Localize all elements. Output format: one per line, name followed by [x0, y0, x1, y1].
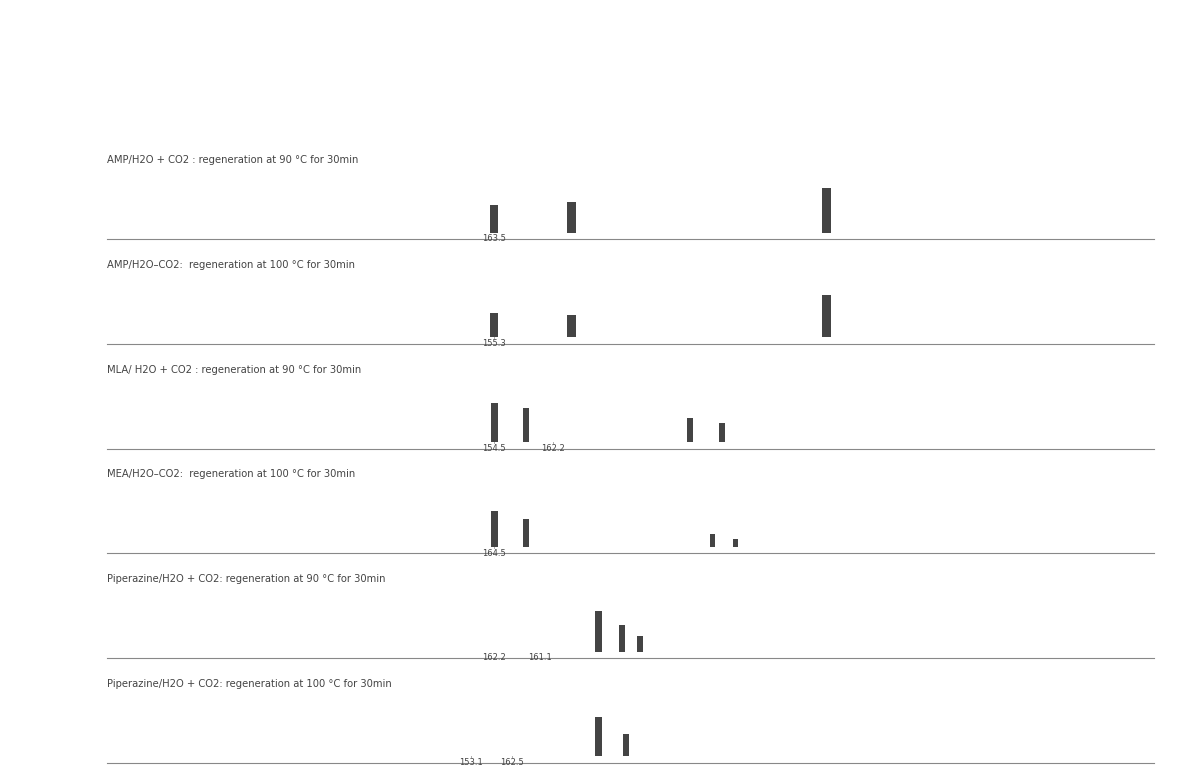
Text: 162.2: 162.2: [482, 653, 506, 663]
Bar: [522, 519, 530, 547]
Text: Piperazine/H2O + CO2: regeneration at 90 °C for 30min: Piperazine/H2O + CO2: regeneration at 90…: [107, 574, 386, 584]
Bar: [595, 717, 602, 757]
Text: MEA/H2O–CO2:  regeneration at 100 °C for 30min: MEA/H2O–CO2: regeneration at 100 °C for …: [107, 469, 356, 480]
Bar: [490, 205, 499, 233]
Bar: [522, 407, 530, 442]
Bar: [595, 611, 602, 652]
Bar: [568, 315, 576, 338]
Text: 155.3: 155.3: [482, 339, 506, 348]
Text: MLA/ H2O + CO2 : regeneration at 90 °C for 30min: MLA/ H2O + CO2 : regeneration at 90 °C f…: [107, 365, 362, 375]
Bar: [490, 313, 499, 338]
Bar: [490, 511, 497, 547]
Text: 162.5: 162.5: [501, 758, 525, 767]
Text: AMP/H2O–CO2:  regeneration at 100 °C for 30min: AMP/H2O–CO2: regeneration at 100 °C for …: [107, 260, 355, 270]
Text: 154.5: 154.5: [482, 444, 506, 453]
Text: 162.2: 162.2: [541, 444, 565, 453]
Text: 161.1: 161.1: [527, 653, 551, 663]
Bar: [719, 424, 725, 442]
Text: 164.5: 164.5: [482, 549, 506, 558]
Bar: [637, 636, 643, 652]
Text: 153.1: 153.1: [459, 758, 483, 767]
Bar: [822, 295, 831, 338]
Bar: [733, 539, 738, 547]
Text: AMP/H2O + CO2 : regeneration at 90 °C for 30min: AMP/H2O + CO2 : regeneration at 90 °C fo…: [107, 155, 358, 165]
Bar: [687, 417, 693, 442]
Text: 163.5: 163.5: [482, 234, 506, 244]
Bar: [490, 403, 497, 442]
Bar: [822, 189, 831, 233]
Bar: [619, 625, 625, 652]
Bar: [568, 202, 576, 233]
Bar: [624, 734, 630, 757]
Text: Piperazine/H2O + CO2: regeneration at 100 °C for 30min: Piperazine/H2O + CO2: regeneration at 10…: [107, 679, 392, 689]
Bar: [710, 534, 715, 547]
